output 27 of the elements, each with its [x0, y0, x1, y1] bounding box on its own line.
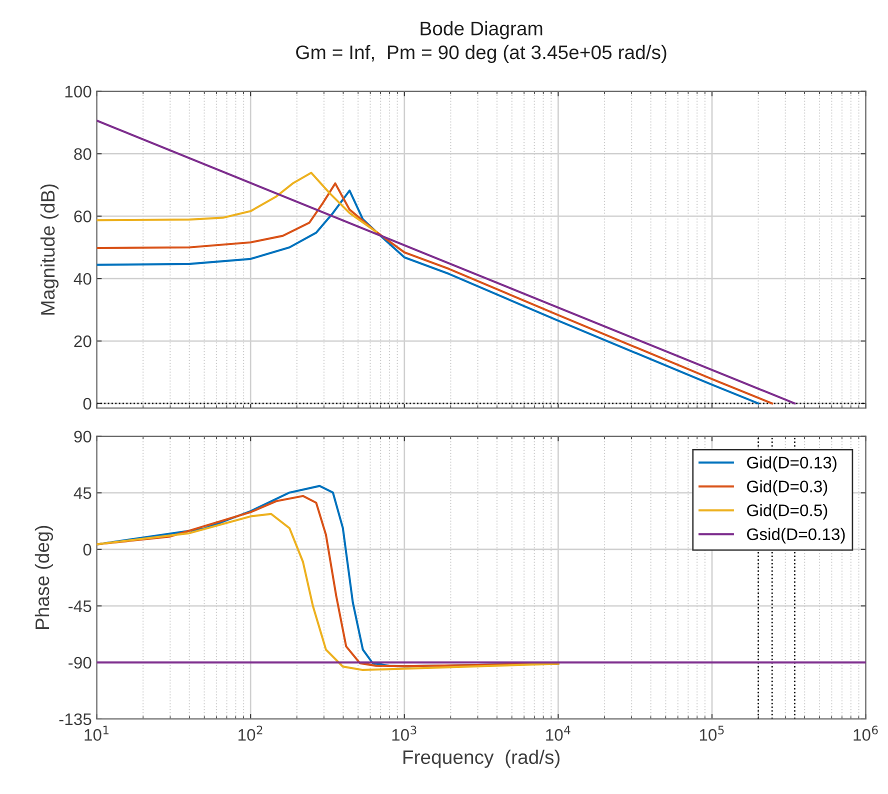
y-tick-label: -90: [68, 656, 92, 669]
x-tick-label: 10$^{5}$: [700, 726, 724, 741]
x-tick-label: 10$^{6}$: [854, 726, 878, 741]
x-axis-title: Frequency (rad/s): [403, 750, 560, 768]
y-tick-label: 90: [74, 430, 92, 443]
legend-label: Gsid(D=0.13): [747, 528, 845, 544]
x-tick-label: 10$^{2}$: [238, 726, 262, 741]
y-tick-label: 80: [74, 148, 92, 160]
y-tick-label: 20: [74, 335, 92, 348]
y-tick-label: 40: [74, 272, 92, 285]
y-tick-label: 60: [74, 210, 92, 222]
legend-label: Gid(D=0.3): [747, 480, 828, 496]
y-tick-label: 0: [83, 398, 92, 410]
x-tick-label: 10$^{4}$: [546, 726, 570, 741]
y-tick-label: -45: [68, 600, 92, 612]
x-tick-label: 10$^{1}$: [84, 726, 108, 741]
legend-label: Gid(D=0.13): [747, 456, 836, 472]
chart-subtitle: Gm = Inf, Pm = 90 deg (at 3.45e+05 rad/s): [296, 44, 666, 64]
y-tick-label: -135: [59, 713, 92, 726]
y-tick-label: 100: [65, 86, 92, 98]
y-axis-title: Phase (deg): [34, 526, 54, 629]
y-tick-label: 0: [83, 544, 92, 556]
legend-label: Gid(D=0.5): [747, 504, 828, 520]
x-tick-label: 10$^{3}$: [392, 726, 416, 741]
y-axis-title: Magnitude (dB): [40, 184, 59, 315]
y-tick-label: 45: [74, 487, 92, 500]
chart-title: Bode Diagram: [420, 21, 542, 40]
